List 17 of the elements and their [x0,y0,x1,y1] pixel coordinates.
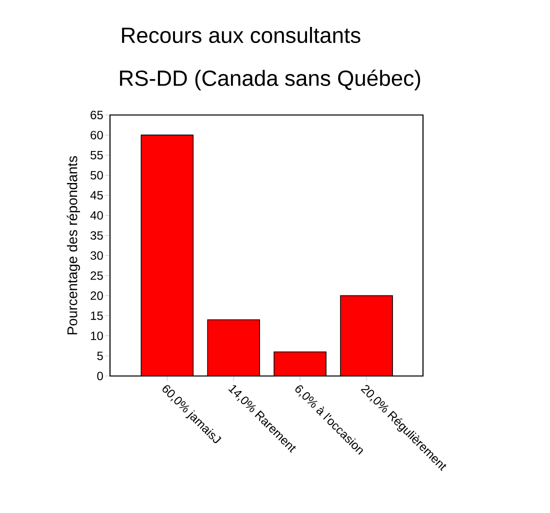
y-tick-label: 55 [90,150,103,160]
y-axis-title: Pourcentage des répondants [66,156,80,334]
y-tick-label: 5 [97,352,103,360]
y-tick-label: 0 [97,372,103,380]
chart-subtitle: RS-DD (Canada sans Québec) [120,70,420,90]
y-tick-label: 65 [90,110,103,120]
chart-title: Recours aux consultants [122,26,360,44]
y-tick-label: 30 [90,251,103,260]
y-tick-label: 25 [90,271,103,280]
y-tick-label: 15 [90,312,103,320]
y-tick-label: 10 [90,332,103,340]
y-tick-label: 50 [90,170,103,180]
y-tick-label: 20 [90,291,103,300]
y-tick-label: 35 [90,231,103,240]
y-tick-label: 40 [90,211,103,220]
y-tick-label: 60 [90,130,103,140]
y-tick-label: 45 [90,191,103,200]
